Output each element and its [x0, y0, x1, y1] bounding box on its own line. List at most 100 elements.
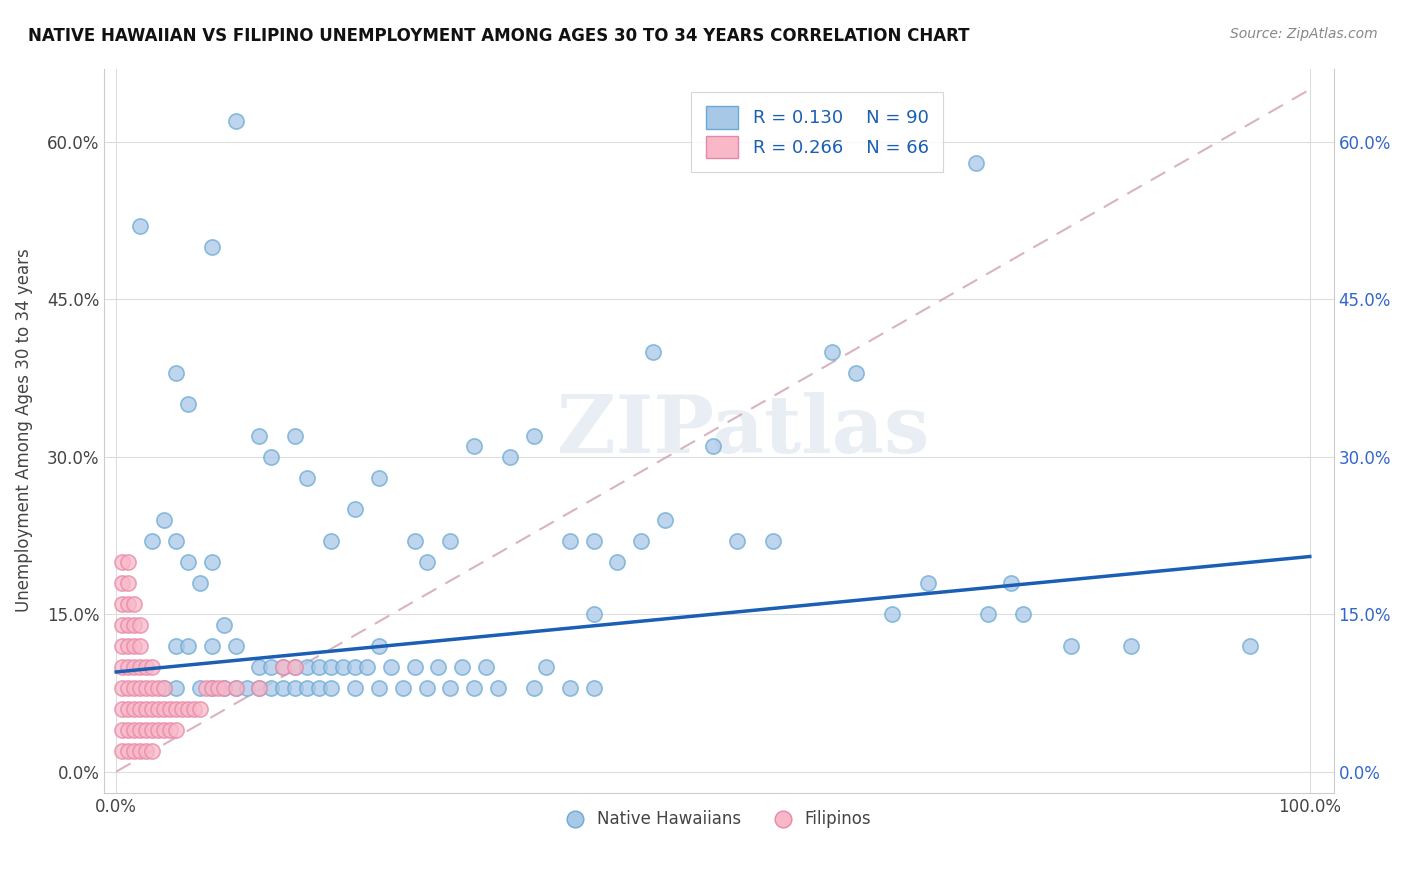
Text: NATIVE HAWAIIAN VS FILIPINO UNEMPLOYMENT AMONG AGES 30 TO 34 YEARS CORRELATION C: NATIVE HAWAIIAN VS FILIPINO UNEMPLOYMENT… [28, 27, 970, 45]
Point [439, 533, 461, 548]
Point [135, 744, 157, 758]
Point [129, 702, 152, 716]
Point [188, 575, 211, 590]
Point [146, 723, 169, 737]
Point [122, 723, 145, 737]
Point [225, 681, 247, 695]
Point [295, 471, 318, 485]
Point [343, 681, 366, 695]
Point [129, 617, 152, 632]
Y-axis label: Unemployment Among Ages 30 to 34 years: Unemployment Among Ages 30 to 34 years [15, 249, 32, 613]
Point [135, 659, 157, 673]
Point [976, 607, 998, 622]
Point [170, 702, 193, 716]
Point [122, 681, 145, 695]
Point [153, 681, 176, 695]
Point [183, 702, 205, 716]
Point [117, 702, 139, 716]
Point [249, 429, 271, 443]
Point [159, 723, 181, 737]
Point [558, 533, 581, 548]
Legend: Native Hawaiians, Filipinos: Native Hawaiians, Filipinos [560, 804, 877, 835]
Point [129, 639, 152, 653]
Point [271, 681, 294, 695]
Point [165, 533, 187, 548]
Point [404, 659, 426, 673]
Point [117, 639, 139, 653]
Point [606, 555, 628, 569]
Point [153, 513, 176, 527]
Point [117, 681, 139, 695]
Point [122, 639, 145, 653]
Point [762, 533, 785, 548]
Point [367, 471, 389, 485]
Point [1000, 575, 1022, 590]
Point [201, 639, 224, 653]
Point [201, 555, 224, 569]
Point [702, 439, 724, 453]
Point [725, 533, 748, 548]
Point [225, 114, 247, 128]
Point [129, 219, 152, 233]
Point [141, 744, 163, 758]
Point [201, 681, 224, 695]
Point [332, 659, 354, 673]
Point [111, 639, 134, 653]
Point [111, 744, 134, 758]
Point [284, 429, 307, 443]
Point [165, 681, 187, 695]
Point [165, 639, 187, 653]
Point [135, 681, 157, 695]
Point [111, 702, 134, 716]
Point [177, 639, 200, 653]
Point [319, 533, 342, 548]
Point [475, 659, 498, 673]
Point [122, 617, 145, 632]
Point [111, 723, 134, 737]
Point [129, 659, 152, 673]
Point [177, 702, 200, 716]
Point [630, 533, 652, 548]
Point [582, 681, 605, 695]
Point [427, 659, 450, 673]
Point [1239, 639, 1261, 653]
Point [367, 681, 389, 695]
Point [236, 681, 259, 695]
Point [486, 681, 509, 695]
Point [188, 702, 211, 716]
Point [1060, 639, 1083, 653]
Point [117, 744, 139, 758]
Point [260, 450, 283, 464]
Point [343, 502, 366, 516]
Point [391, 681, 413, 695]
Point [212, 681, 235, 695]
Point [225, 681, 247, 695]
Point [153, 681, 176, 695]
Point [177, 555, 200, 569]
Point [295, 659, 318, 673]
Point [643, 344, 665, 359]
Point [117, 617, 139, 632]
Point [319, 659, 342, 673]
Point [284, 659, 307, 673]
Point [146, 681, 169, 695]
Point [165, 702, 187, 716]
Point [249, 681, 271, 695]
Point [343, 659, 366, 673]
Point [111, 555, 134, 569]
Point [308, 659, 330, 673]
Point [165, 723, 187, 737]
Point [558, 681, 581, 695]
Point [463, 439, 485, 453]
Point [117, 597, 139, 611]
Point [463, 681, 485, 695]
Point [111, 597, 134, 611]
Point [122, 744, 145, 758]
Point [284, 681, 307, 695]
Point [404, 533, 426, 548]
Point [415, 681, 437, 695]
Point [141, 681, 163, 695]
Point [367, 639, 389, 653]
Point [201, 240, 224, 254]
Point [1012, 607, 1035, 622]
